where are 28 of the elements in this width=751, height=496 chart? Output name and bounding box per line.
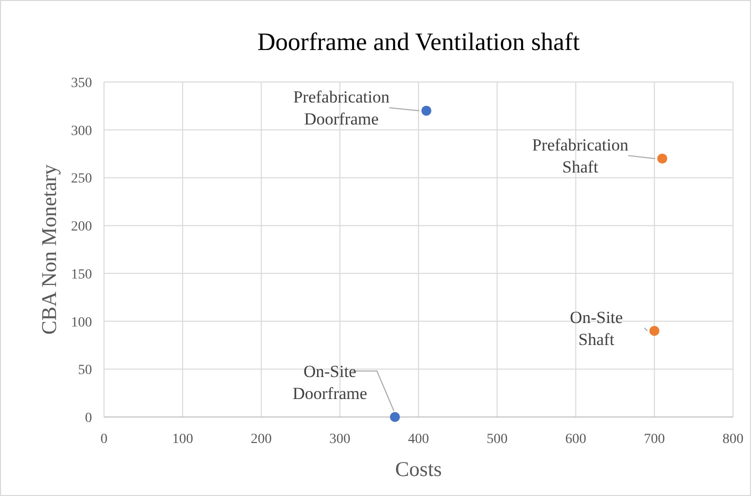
y-tick-label: 300: [71, 124, 92, 139]
x-tick-label: 200: [250, 432, 272, 447]
y-tick-label: 200: [71, 220, 92, 235]
annotation: Prefabrication Shaft: [532, 136, 629, 177]
x-tick-label: 500: [486, 432, 508, 447]
point: [657, 154, 668, 164]
x-tick-label: 300: [329, 432, 350, 447]
y-tick-label: 100: [71, 315, 92, 330]
chart-title: Doorframe and Ventilation shaft: [257, 29, 580, 56]
y-tick-label: 50: [78, 363, 92, 378]
point: [649, 326, 660, 336]
y-tick-label: 0: [85, 411, 92, 426]
y-tick-label: 150: [71, 267, 92, 282]
x-tick-label: 600: [565, 432, 586, 447]
x-tick-label: 400: [408, 432, 429, 447]
point: [421, 106, 432, 116]
y-axis-title: CBA Non Monetary: [37, 164, 61, 335]
annotation: On-Site Doorframe: [292, 362, 368, 403]
annotation: Prefabrication Doorframe: [293, 88, 390, 129]
x-tick-label: 800: [722, 432, 744, 447]
y-tick-label: 350: [71, 76, 92, 91]
y-tick-label: 250: [71, 172, 92, 187]
x-tick-label: 700: [644, 432, 665, 447]
x-tick-label: 100: [172, 432, 194, 447]
point: [390, 412, 400, 422]
x-tick-label: 0: [100, 432, 108, 447]
x-axis-title: Costs: [395, 457, 442, 481]
annotation: On-Site Shaft: [570, 308, 623, 349]
